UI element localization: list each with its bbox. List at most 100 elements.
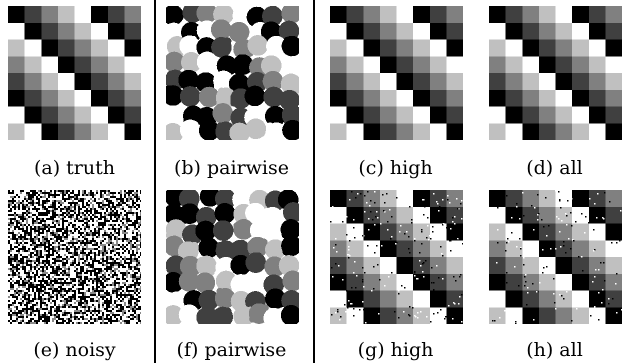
noise-pixel (82, 250, 84, 252)
noise-pixel (132, 220, 134, 222)
noise-pixel (130, 204, 132, 206)
noise-pixel (94, 206, 96, 208)
noise-pixel (130, 308, 132, 310)
noise-pixel (104, 200, 106, 202)
noise-pixel (86, 190, 88, 192)
noise-pixel (34, 320, 36, 322)
noise-pixel (122, 244, 124, 246)
noise-pixel (52, 314, 54, 316)
noise-pixel (118, 258, 120, 260)
noise-pixel (26, 240, 28, 242)
noise-pixel (54, 244, 56, 246)
noise-pixel (132, 306, 134, 308)
noise-pixel (76, 274, 78, 276)
noise-pixel (72, 320, 74, 322)
noise-pixel (96, 288, 98, 290)
noise-pixel (40, 312, 42, 314)
noise-pixel (136, 236, 138, 238)
noise-pixel (86, 260, 88, 262)
noise-pixel (54, 226, 56, 228)
noise-pixel (112, 224, 114, 226)
noise-pixel (20, 242, 22, 244)
noise-pixel (70, 218, 72, 220)
noise-pixel (106, 240, 108, 242)
noise-pixel (86, 312, 88, 314)
pixel-block (489, 89, 507, 107)
pixel-block (429, 73, 447, 91)
noise-pixel (104, 254, 106, 256)
noise-pixel (42, 268, 44, 270)
noise-pixel (22, 258, 24, 260)
noise-pixel (76, 202, 78, 204)
noise-pixel (136, 270, 138, 272)
noise-pixel (30, 250, 32, 252)
noise-pixel (12, 284, 14, 286)
noise-pixel (60, 316, 62, 318)
noise-pixel (42, 254, 44, 256)
noise-pixel (68, 284, 70, 286)
noise-pixel (84, 290, 86, 292)
noise-pixel (34, 216, 36, 218)
noise-pixel (16, 200, 18, 202)
noise-pixel (54, 260, 56, 262)
caption-high: (c) high (358, 157, 433, 179)
noise-pixel (134, 306, 136, 308)
noise-pixel (120, 204, 122, 206)
segment-blob (188, 95, 197, 103)
noise-pixel (70, 276, 72, 278)
noise-pixel (108, 264, 110, 266)
noise-pixel (40, 196, 42, 198)
segment-blob (293, 10, 299, 19)
noise-pixel (30, 204, 32, 206)
noise-pixel (54, 236, 56, 238)
noise-pixel (14, 224, 16, 226)
pixel-block (572, 6, 590, 24)
noise-pixel (120, 260, 122, 262)
noise-pixel (72, 226, 74, 228)
noise-pixel (38, 212, 40, 214)
noise-pixel (44, 298, 46, 300)
noise-pixel (96, 216, 98, 218)
noise-pixel (26, 244, 28, 246)
noise-pixel (16, 196, 18, 198)
noise-pixel (14, 276, 16, 278)
noise-pixel (124, 208, 126, 210)
noise-pixel (52, 256, 54, 258)
noise-pixel (84, 234, 86, 236)
noise-pixel (110, 218, 112, 220)
noise-pixel (8, 320, 10, 322)
pixel-block (74, 6, 92, 24)
noise-pixel (76, 220, 78, 222)
noise-pixel (126, 282, 128, 284)
noise-pixel (94, 250, 96, 252)
noise-pixel (128, 282, 130, 284)
noise-pixel (68, 272, 70, 274)
noise-pixel (92, 246, 94, 248)
noise-pixel (26, 320, 28, 322)
noise-pixel (48, 290, 50, 292)
noise-pixel (28, 286, 30, 288)
noise-pixel (114, 286, 116, 288)
noise-pixel (20, 246, 22, 248)
noise-pixel (110, 278, 112, 280)
noise-pixel (14, 300, 16, 302)
noise-pixel (36, 264, 38, 266)
noise-pixel (126, 294, 128, 296)
noise-pixel (120, 266, 122, 268)
noise-pixel (8, 274, 10, 276)
noise-pixel (74, 242, 76, 244)
pixel-block (107, 56, 125, 74)
noise-pixel (28, 228, 30, 230)
noise-pixel (132, 270, 134, 272)
noise-pixel (36, 232, 38, 234)
noise-pixel (46, 236, 48, 238)
noise-pixel (50, 202, 52, 204)
noise-pixel (12, 198, 14, 200)
noise-pixel (136, 312, 138, 314)
noise-pixel (82, 312, 84, 314)
noise-pixel (78, 226, 80, 228)
noise-pixel (92, 318, 94, 320)
noise-pixel (18, 246, 20, 248)
noise-pixel (96, 200, 98, 202)
noise-pixel (128, 274, 130, 276)
